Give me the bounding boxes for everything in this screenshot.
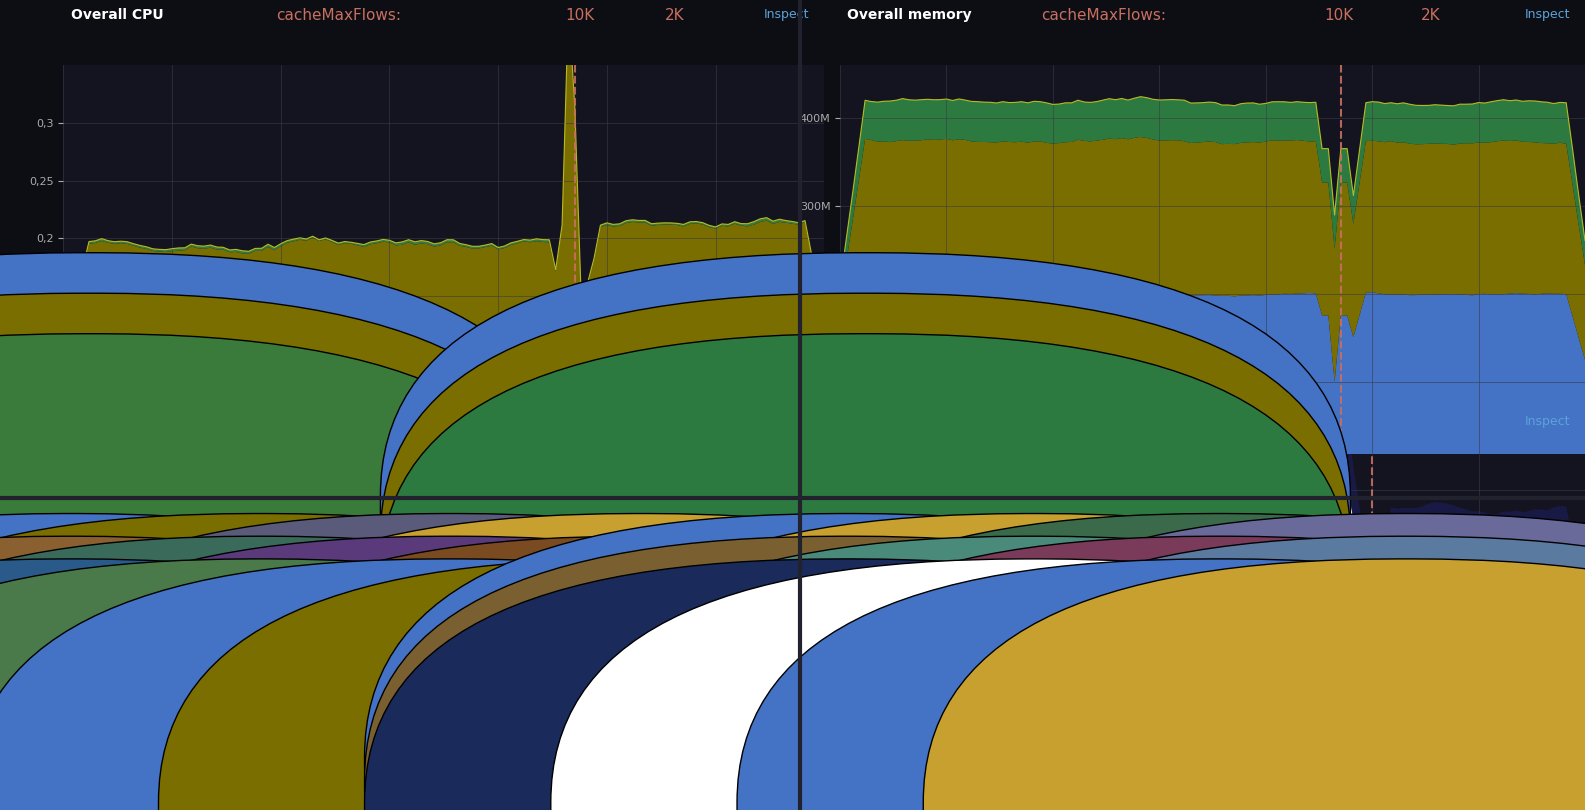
Text: eBPF agent memory - top 10 pods: eBPF agent memory - top 10 pods bbox=[848, 415, 1114, 429]
Text: flowlogs-pipeline: flowlogs-pipeline bbox=[105, 538, 198, 548]
Text: netobserv-ebpf-agent-fbds2: netobserv-ebpf-agent-fbds2 bbox=[1232, 757, 1358, 766]
Text: netobserv-ebpf-agent-cwfws: netobserv-ebpf-agent-cwfws bbox=[273, 779, 401, 789]
Text: netobserv-ebpf-agent-qlfj7: netobserv-ebpf-agent-qlfj7 bbox=[653, 802, 773, 810]
Text: netobserv-ebpf-agent-fqt6g: netobserv-ebpf-agent-fqt6g bbox=[859, 779, 984, 789]
Text: operator: operator bbox=[881, 578, 929, 588]
Text: flowlogs-pipeline: flowlogs-pipeline bbox=[881, 538, 975, 548]
Text: Overall CPU: Overall CPU bbox=[71, 8, 163, 22]
Text: netobserv-ebpf-agent-f8zn4: netobserv-ebpf-agent-f8zn4 bbox=[653, 779, 780, 789]
Text: netobserv-ebpf-agent-28w76: netobserv-ebpf-agent-28w76 bbox=[1046, 779, 1176, 789]
Text: netobserv-ebpf-agent-fqt6g: netobserv-ebpf-agent-fqt6g bbox=[273, 802, 398, 810]
Text: 10K: 10K bbox=[1325, 8, 1354, 23]
Text: netobserv-ebpf-agent-4i4hg: netobserv-ebpf-agent-4i4hg bbox=[1232, 802, 1358, 810]
Text: eBPF agent: eBPF agent bbox=[881, 497, 945, 507]
Text: netobserv-ebpf-agent-2rq8l: netobserv-ebpf-agent-2rq8l bbox=[463, 757, 588, 766]
Text: netobserv-ebpf-agent-bdsrq: netobserv-ebpf-agent-bdsrq bbox=[859, 757, 986, 766]
Text: Inspect: Inspect bbox=[764, 8, 808, 21]
Text: netobserv-ebpf-agent-qlfj7: netobserv-ebpf-agent-qlfj7 bbox=[859, 802, 980, 810]
Text: netobserv-ebpf-agent-2rq8l: netobserv-ebpf-agent-2rq8l bbox=[1046, 802, 1170, 810]
Text: Inspect: Inspect bbox=[1525, 8, 1571, 21]
Text: netobserv-ebpf-agent-9rppg: netobserv-ebpf-agent-9rppg bbox=[653, 757, 781, 766]
Text: cacheMaxFlows:: cacheMaxFlows: bbox=[1041, 8, 1167, 23]
Text: netobserv-ebpf-agent-cwfws: netobserv-ebpf-agent-cwfws bbox=[1232, 779, 1360, 789]
Text: netobserv-ebpf-agent-9rppg: netobserv-ebpf-agent-9rppg bbox=[1419, 757, 1545, 766]
Text: Overall memory: Overall memory bbox=[848, 8, 972, 22]
Text: netobserv-ebpf-agent-28w76: netobserv-ebpf-agent-28w76 bbox=[82, 802, 214, 810]
Text: Inspect: Inspect bbox=[1525, 415, 1571, 428]
Text: netobserv-ebpf-agent-cqjkb: netobserv-ebpf-agent-cqjkb bbox=[273, 757, 398, 766]
Text: netobserv-ebpf-agent-6tl7c: netobserv-ebpf-agent-6tl7c bbox=[1046, 757, 1170, 766]
Text: operator: operator bbox=[105, 578, 152, 588]
Text: netobserv-ebpf-agent-6tl7c: netobserv-ebpf-agent-6tl7c bbox=[463, 779, 586, 789]
Text: 2K: 2K bbox=[664, 8, 685, 23]
Text: 2K: 2K bbox=[1422, 8, 1441, 23]
Text: netobserv-ebpf-agent-bdsrq: netobserv-ebpf-agent-bdsrq bbox=[82, 757, 209, 766]
Text: netobserv-ebpf-agent-cqjkb: netobserv-ebpf-agent-cqjkb bbox=[1419, 779, 1544, 789]
Text: netobserv-ebpf-agent-fbds2: netobserv-ebpf-agent-fbds2 bbox=[463, 802, 590, 810]
Text: eBPF agent CPU - top 10 pods: eBPF agent CPU - top 10 pods bbox=[71, 415, 306, 429]
Text: netobserv-ebpf-agent-4i4hg2: netobserv-ebpf-agent-4i4hg2 bbox=[1419, 802, 1550, 810]
Text: cacheMaxFlows:: cacheMaxFlows: bbox=[276, 8, 401, 23]
Text: netobserv-ebpf-agent-4i4hg: netobserv-ebpf-agent-4i4hg bbox=[82, 779, 209, 789]
Text: 10K: 10K bbox=[566, 8, 594, 23]
Text: Inspect: Inspect bbox=[764, 415, 808, 428]
Text: eBPF agent: eBPF agent bbox=[105, 497, 168, 507]
